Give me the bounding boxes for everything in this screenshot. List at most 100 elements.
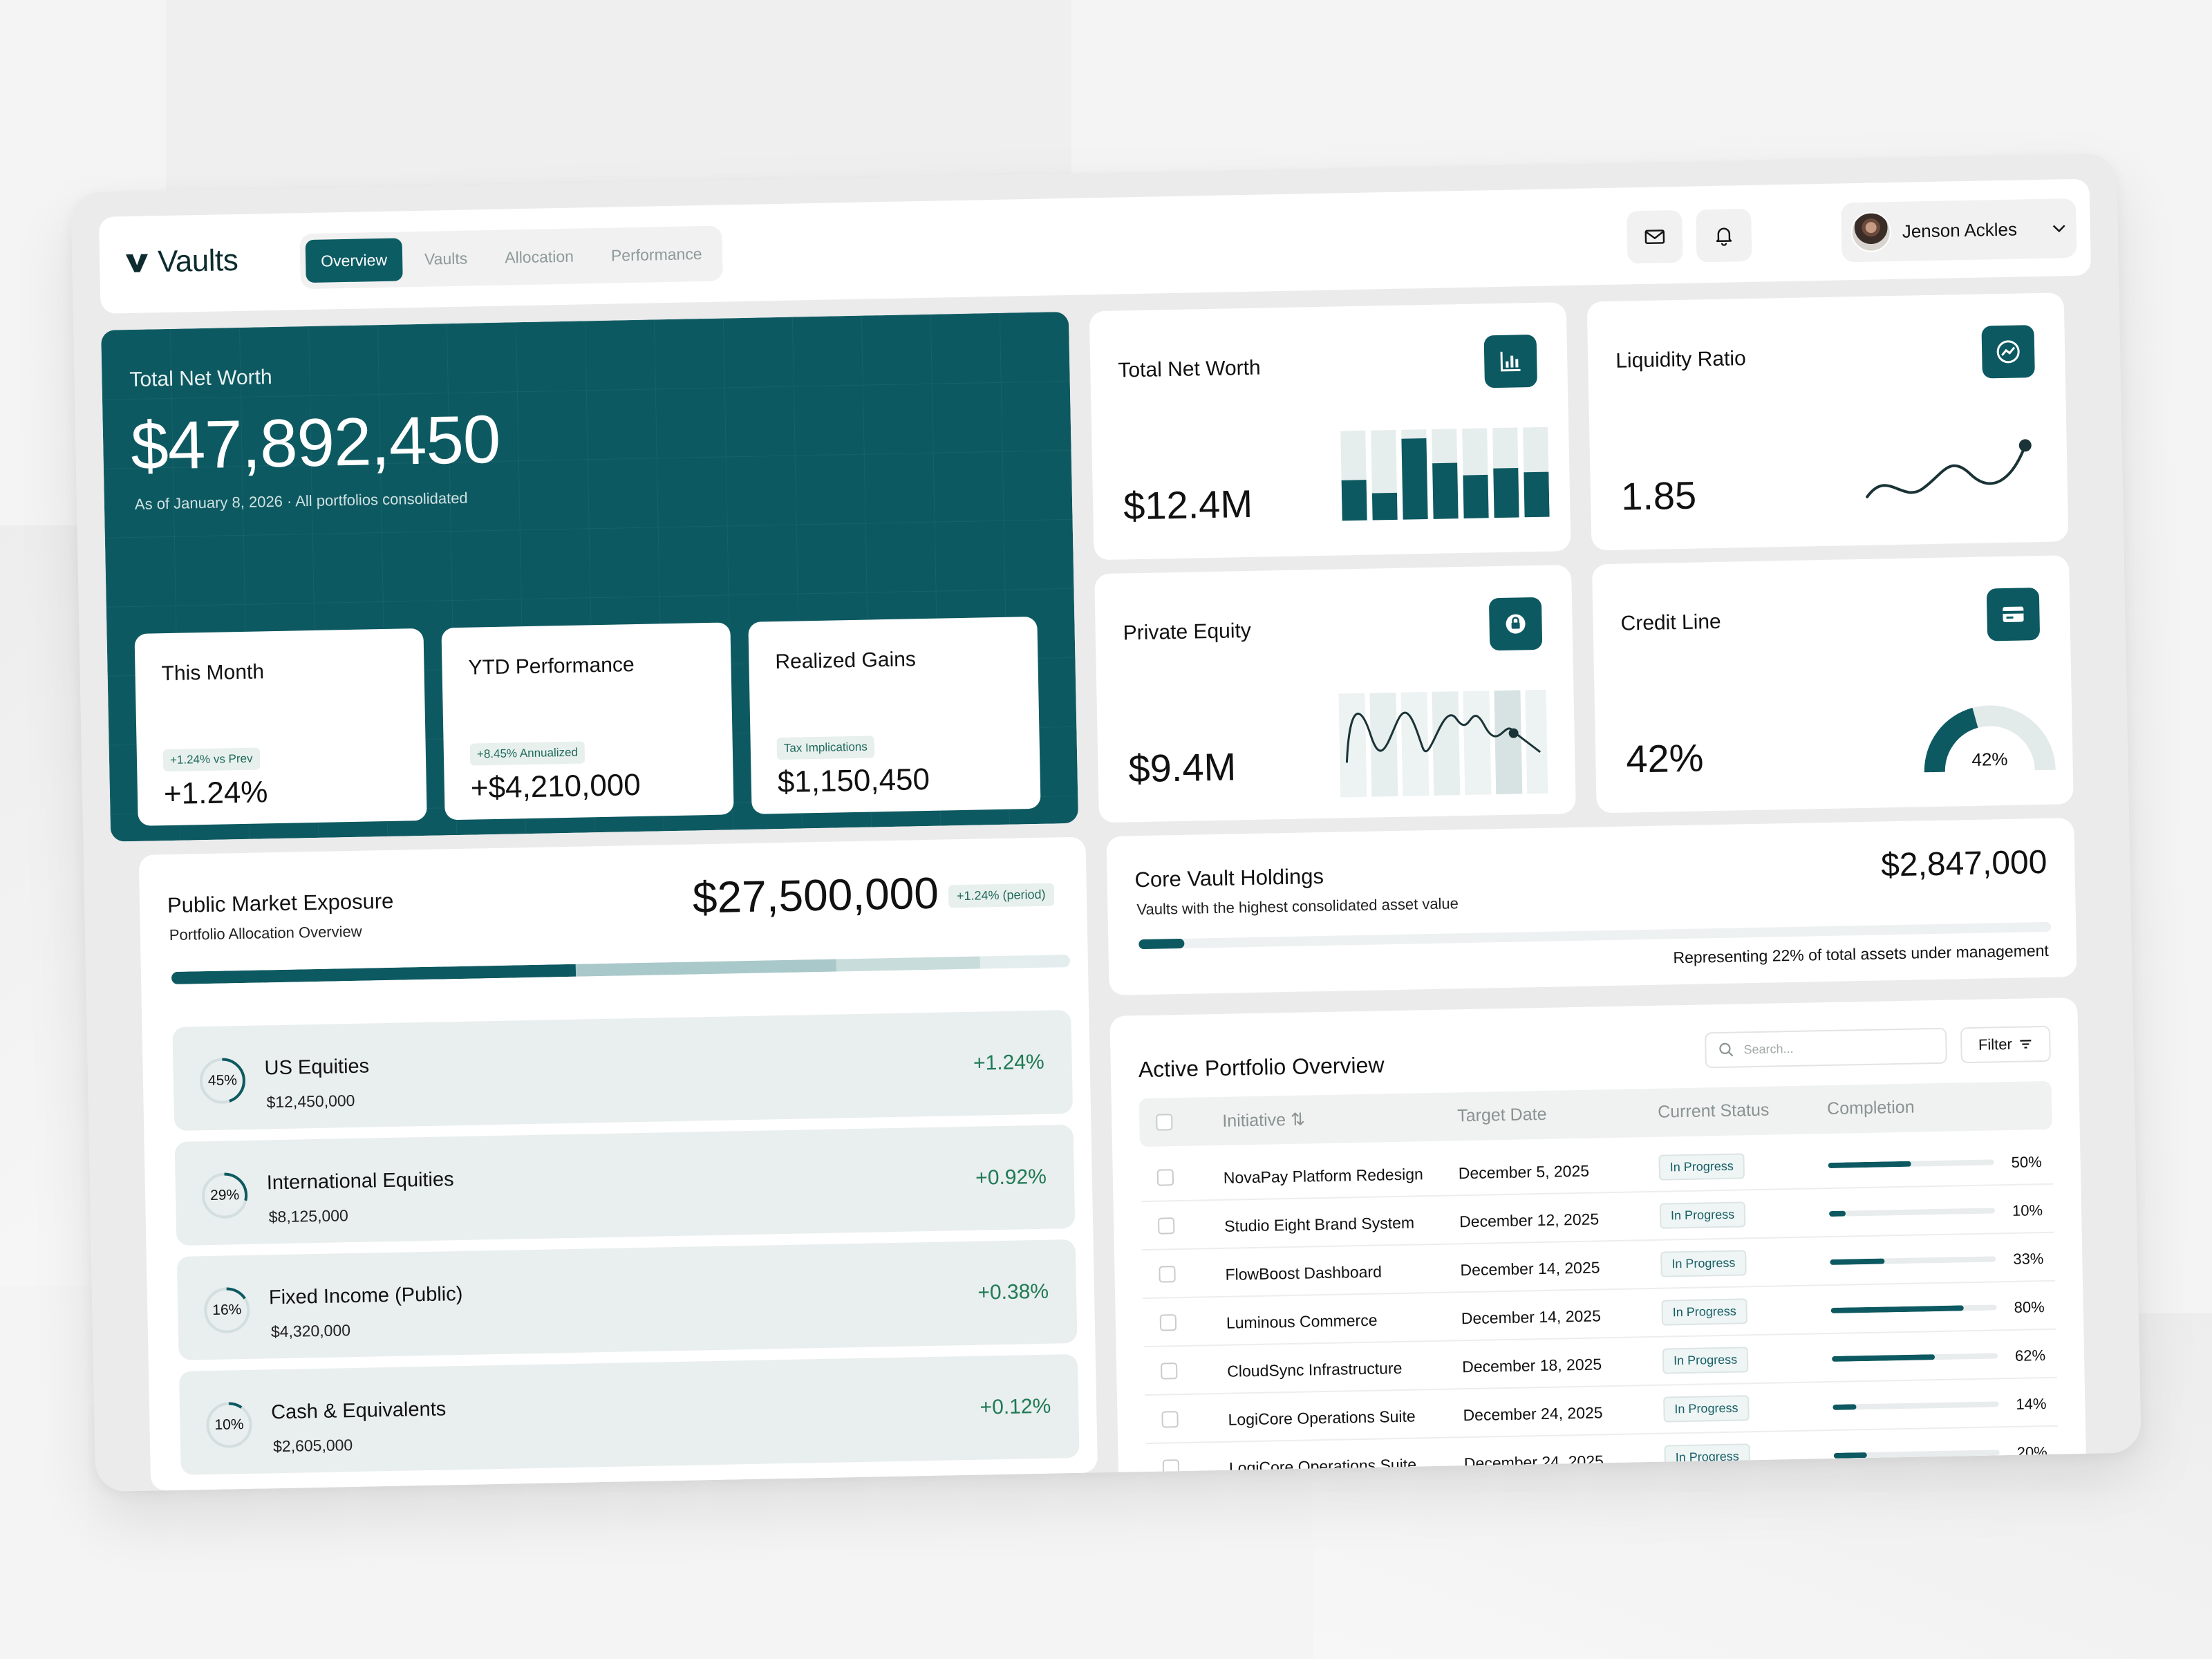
- column-completion: Completion: [1826, 1097, 1915, 1119]
- date-cell: December 5, 2025: [1458, 1161, 1590, 1183]
- completion-percent: 33%: [2013, 1250, 2044, 1268]
- avatar: [1850, 212, 1892, 253]
- stat-title: Total Net Worth: [1118, 356, 1261, 382]
- allocation-percent: 45%: [207, 1072, 238, 1089]
- tab-allocation[interactable]: Allocation: [504, 247, 574, 267]
- bar: [1432, 462, 1459, 519]
- completion-fill: [1833, 1404, 1857, 1410]
- app-name: Vaults: [157, 243, 238, 279]
- mini-card-title: Realized Gains: [775, 648, 917, 674]
- card-icon-button[interactable]: [1986, 588, 2041, 641]
- trend-icon: [1996, 340, 2020, 364]
- status-badge: In Progress: [1661, 1298, 1748, 1326]
- asset-row[interactable]: 10% Cash & Equivalents $2,605,000 +0.12%: [178, 1353, 1080, 1475]
- credit-line-card[interactable]: Credit Line 42% 42%: [1591, 555, 2074, 814]
- allocation-ring: [204, 1287, 250, 1333]
- stat-title: Liquidity Ratio: [1615, 347, 1747, 373]
- tab-overview[interactable]: Overview: [305, 238, 403, 283]
- private-equity-chart: [1338, 689, 1548, 798]
- asset-row[interactable]: 16% Fixed Income (Public) $4,320,000 +0.38%: [176, 1239, 1078, 1360]
- trend-icon-button[interactable]: [1981, 325, 2035, 379]
- mini-card-badge: Tax Implications: [776, 735, 875, 760]
- ytd-performance-card[interactable]: YTD Performance +8.45% Annualized +$4,21…: [441, 622, 734, 821]
- this-month-card[interactable]: This Month +1.24% vs Prev +1.24%: [134, 628, 427, 826]
- lock-icon: [1506, 614, 1526, 634]
- filter-icon: [2020, 1040, 2032, 1049]
- realized-gains-card[interactable]: Realized Gains Tax Implications $1,150,4…: [748, 616, 1041, 814]
- row-checkbox[interactable]: [1162, 1459, 1180, 1477]
- table-header: Initiative ⇅ Target Date Current Status …: [1138, 1080, 2052, 1147]
- completion-percent: 10%: [2012, 1201, 2043, 1219]
- search-placeholder: Search...: [1743, 1041, 1794, 1056]
- chart-marker: [1508, 728, 1519, 738]
- search-input[interactable]: Search...: [1704, 1027, 1947, 1069]
- date-cell: December 18, 2025: [1461, 1355, 1602, 1376]
- bar: [1401, 438, 1428, 520]
- chevron-down-icon: [2052, 225, 2065, 233]
- status-badge: In Progress: [1663, 1395, 1750, 1423]
- liquidity-ratio-card[interactable]: Liquidity Ratio 1.85: [1586, 292, 2069, 551]
- app-logo[interactable]: Vaults: [124, 243, 238, 280]
- row-checkbox[interactable]: [1156, 1169, 1174, 1186]
- asset-name: International Equities: [266, 1168, 454, 1194]
- completion-fill: [1828, 1161, 1911, 1169]
- sort-icon[interactable]: ⇅: [1290, 1109, 1306, 1130]
- gauge-fill: [1924, 707, 1978, 773]
- cvh-note: Representing 22% of total assets under m…: [1673, 941, 2050, 967]
- allocation-percent: 29%: [209, 1187, 240, 1203]
- net-worth-stat-card[interactable]: Total Net Worth $12.4M: [1089, 302, 1571, 561]
- allocation-bar: [171, 955, 1071, 984]
- row-checkbox[interactable]: [1157, 1217, 1175, 1235]
- mini-card-badge: +8.45% Annualized: [469, 741, 585, 766]
- column-initiative[interactable]: Initiative ⇅: [1222, 1109, 1306, 1131]
- row-checkbox[interactable]: [1161, 1411, 1179, 1428]
- filter-button[interactable]: Filter: [1960, 1025, 2051, 1064]
- select-all-checkbox[interactable]: [1156, 1114, 1173, 1131]
- initiative-cell: FlowBoost Dashboard: [1225, 1262, 1382, 1284]
- tab-performance[interactable]: Performance: [610, 244, 702, 265]
- row-checkbox[interactable]: [1161, 1362, 1178, 1380]
- dashboard-frame-wrapper: Vaults Overview Vaults Allocation Perfor…: [71, 153, 2141, 1492]
- bar: [1524, 471, 1550, 518]
- date-cell: December 24, 2025: [1463, 1403, 1603, 1425]
- allocation-ring: [202, 1172, 248, 1219]
- allocation-segment: [980, 955, 1071, 969]
- row-checkbox[interactable]: [1159, 1314, 1177, 1331]
- asset-amount: $8,125,000: [268, 1206, 349, 1226]
- completion-fill: [1828, 1210, 1846, 1217]
- sparkline-endpoint: [2018, 439, 2032, 452]
- asset-row[interactable]: 29% International Equities $8,125,000 +0.92…: [174, 1124, 1076, 1246]
- liquidity-sparkline: [1866, 439, 2032, 498]
- mini-card-value: +$4,210,000: [470, 767, 641, 805]
- lock-icon-button[interactable]: [1488, 597, 1543, 651]
- completion-fill: [1833, 1452, 1867, 1459]
- stat-value: $9.4M: [1127, 744, 1237, 791]
- completion-bar: [1832, 1353, 1998, 1362]
- user-menu[interactable]: Jenson Ackles: [1840, 198, 2077, 263]
- asset-name: US Equities: [264, 1055, 370, 1080]
- dashboard-frame: Vaults Overview Vaults Allocation Perfor…: [71, 153, 2141, 1492]
- completion-percent: 62%: [2014, 1347, 2046, 1365]
- mail-icon: [1644, 229, 1665, 245]
- notifications-button[interactable]: [1696, 208, 1752, 263]
- row-checkbox[interactable]: [1159, 1266, 1176, 1283]
- column-target-date: Target Date: [1456, 1104, 1547, 1126]
- mini-card-title: YTD Performance: [468, 653, 635, 679]
- public-market-exposure-card: Public Market Exposure Portfolio Allocat…: [138, 836, 1098, 1491]
- bar-chart-icon-button[interactable]: [1483, 334, 1538, 388]
- mail-button[interactable]: [1627, 209, 1683, 264]
- asset-row[interactable]: 45% US Equities $12,450,000 +1.24%: [172, 1010, 1074, 1131]
- private-equity-card[interactable]: Private Equity $9.4M: [1094, 565, 1576, 823]
- asset-amount: $2,605,000: [272, 1436, 353, 1456]
- completion-fill: [1830, 1258, 1885, 1266]
- credit-line-gauge: 42%: [1924, 705, 2056, 773]
- tab-vaults[interactable]: Vaults: [424, 249, 468, 268]
- bar: [1493, 467, 1519, 518]
- initiative-cell: Studio Eight Brand System: [1224, 1213, 1415, 1235]
- cvh-title: Core Vault Holdings: [1134, 863, 1324, 892]
- completion-bar: [1830, 1256, 1996, 1266]
- bell-icon: [1716, 227, 1732, 246]
- mini-card-value: +1.24%: [163, 775, 268, 812]
- bar: [1371, 492, 1398, 521]
- status-badge: In Progress: [1658, 1153, 1745, 1181]
